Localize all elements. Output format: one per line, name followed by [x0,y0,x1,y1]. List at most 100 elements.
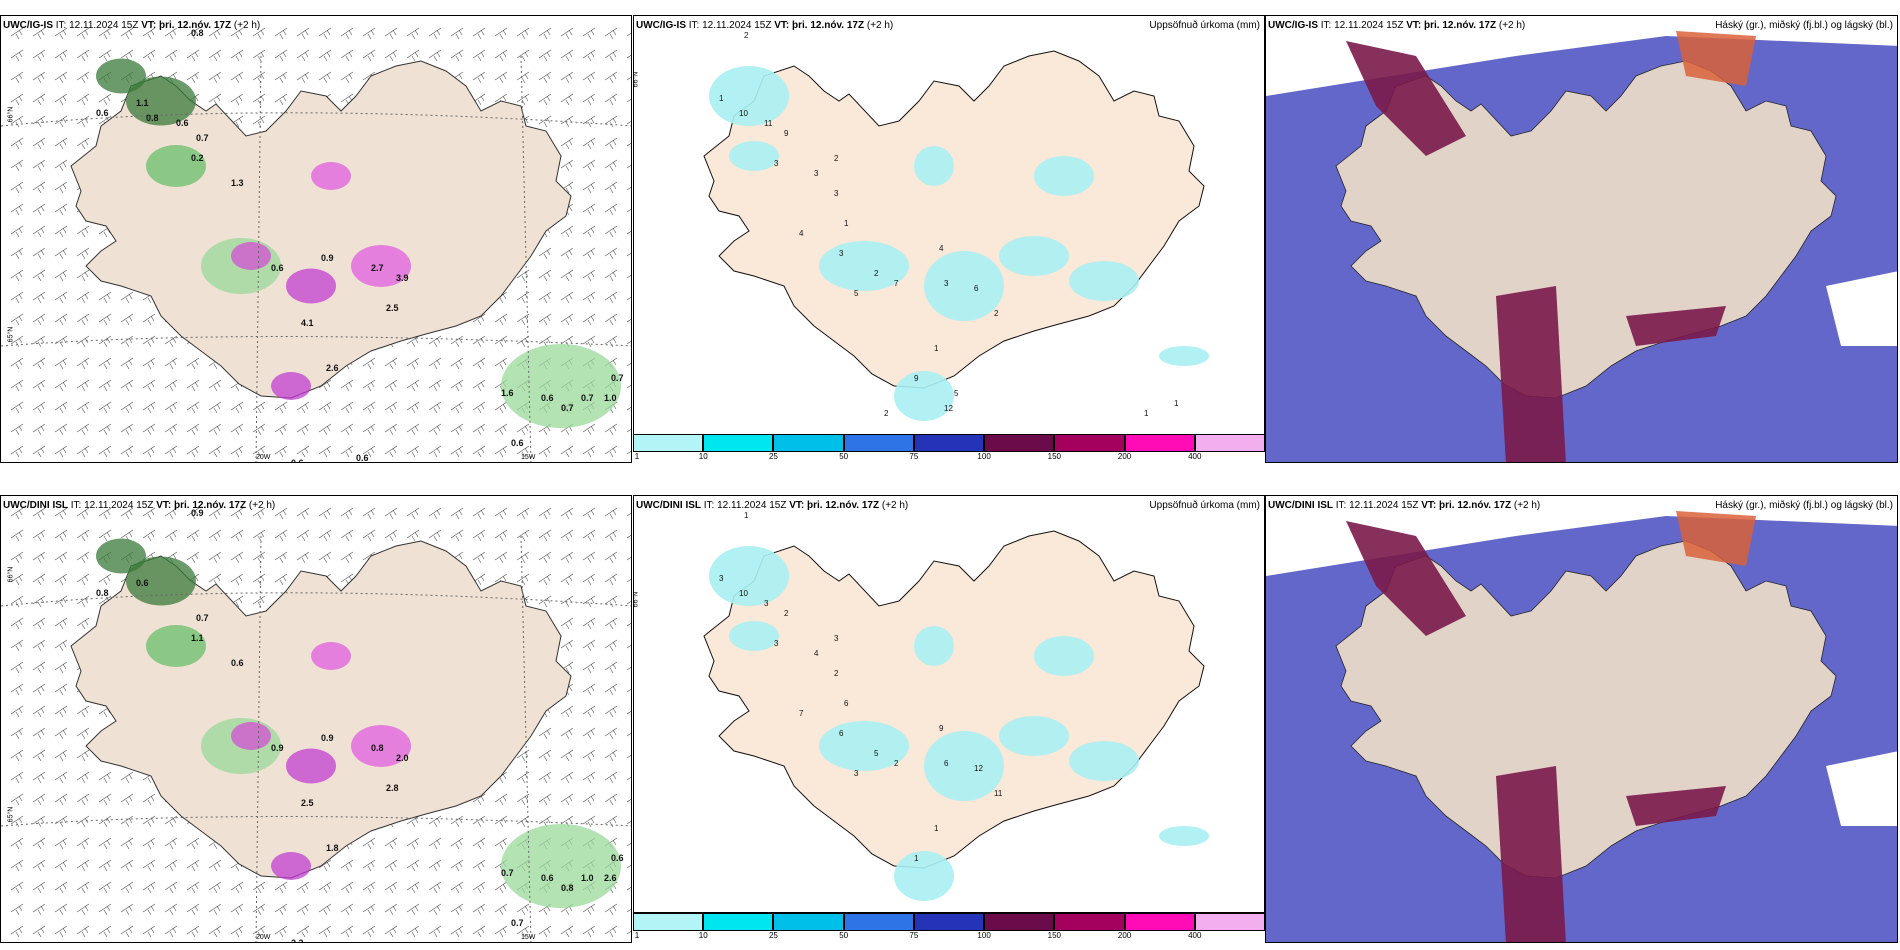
wind-barb [98,881,112,894]
wind-barb [582,793,596,806]
wind-barb [32,423,46,436]
wind-barb [142,49,156,62]
wind-barb [120,313,134,326]
wind-value-label: 0.6 [611,853,624,863]
precip-blob [271,852,311,880]
wind-barb [626,120,631,125]
wind-barb [560,137,574,150]
wind-barb [120,379,134,392]
wind-barb [296,881,310,894]
wind-barb [120,881,134,894]
wind-barb [76,925,90,938]
wind-barb [142,903,156,916]
colorbar-tick-label: 1 [634,452,640,461]
wind-barb [10,859,24,872]
wind-barb [450,881,464,894]
wind-barb [604,49,618,62]
wind-barb [384,379,398,392]
wind-barb [626,930,631,935]
wind-barb [428,881,442,894]
wind-value-label: 0.6 [231,658,244,668]
wind-barb [32,225,46,238]
wind-barb [98,49,112,62]
wind-panel-bottom: UWC/DINI ISL IT: 12.11.2024 15Z VT: þri.… [0,495,632,943]
wind-barb [296,445,310,458]
precip-area [924,251,1004,321]
wind-barb [560,159,574,172]
wind-barb [626,54,631,59]
precip-value-label: 2 [994,309,999,318]
wind-barb [54,181,68,194]
wind-barb [560,269,574,282]
wind-barb [164,507,178,520]
wind-barb [582,815,596,828]
wind-barb [406,529,420,542]
wind-barb [604,661,618,674]
wind-value-label: 0.6 [291,458,304,463]
wind-barb [384,445,398,458]
wind-barb [98,815,112,828]
colorbar-tick-label: 50 [839,452,849,461]
wind-barb [54,881,68,894]
wind-barb [76,27,90,40]
wind-value-label: 0.6 [176,118,189,128]
precip-blob [311,642,351,670]
wind-barb [626,318,631,323]
wind-barb [252,401,266,414]
wind-barb [384,903,398,916]
lon-label: 20W [256,454,271,461]
precip-value-label: 4 [799,229,804,238]
wind-barb [428,335,442,348]
wind-barb [626,296,631,301]
wind-barb [208,925,222,938]
wind-barb [472,313,486,326]
wind-barb [252,903,266,916]
wind-barb [142,445,156,458]
wind-barb [626,230,631,235]
wind-barb [582,445,596,458]
wind-barb [450,49,464,62]
wind-barb [516,335,530,348]
wind-barb [582,617,596,630]
wind-barb [516,423,530,436]
wind-barb [472,507,486,520]
wind-barb [604,551,618,564]
wind-barb [76,727,90,740]
wind-barb [318,401,332,414]
wind-barb [516,27,530,40]
wind-barb [252,529,266,542]
wind-barb [384,529,398,542]
wind-barb [274,881,288,894]
colorbar-segment [633,913,704,931]
wind-barb [142,401,156,414]
wind-barb [516,793,530,806]
wind-barb [626,688,631,693]
wind-barb [604,313,618,326]
precip-blob [126,556,196,606]
wind-barb [296,49,310,62]
wind-barb [32,379,46,392]
wind-barb [428,925,442,938]
wind-barb [472,925,486,938]
wind-barb [582,925,596,938]
cloud-panel-bottom: UWC/DINI ISL IT: 12.11.2024 15Z VT: þri.… [1265,495,1898,943]
wind-barb [604,705,618,718]
wind-barb [362,881,376,894]
wind-value-label: 1.1 [191,633,204,643]
precip-value-label: 1 [914,854,919,863]
wind-barb [582,27,596,40]
wind-barb [32,203,46,216]
wind-barb [252,27,266,40]
wind-barb [252,49,266,62]
wind-barb [186,529,200,542]
wind-value-label: 2.6 [326,363,339,373]
wind-barb [76,859,90,872]
wind-barb [32,617,46,630]
panel-title: UWC/IG-IS IT: 12.11.2024 15Z VT: þri. 12… [3,20,261,31]
wind-barb [76,379,90,392]
wind-barb [406,507,420,520]
wind-barb [164,401,178,414]
wind-barb [142,379,156,392]
precip-value-label: 3 [814,169,819,178]
wind-barb [10,551,24,564]
